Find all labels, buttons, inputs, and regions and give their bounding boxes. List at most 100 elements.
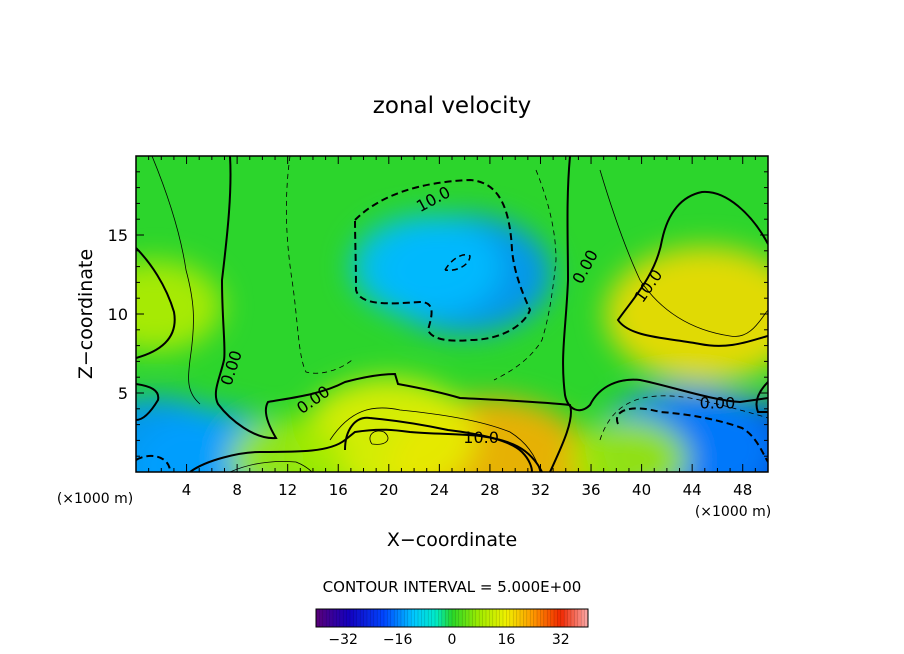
colorbar-swatch xyxy=(537,609,541,627)
colorbar-swatch xyxy=(489,609,494,627)
colorbar-swatch xyxy=(513,609,517,627)
x-tick-label: 40 xyxy=(632,481,651,499)
colorbar-swatch xyxy=(523,609,528,627)
colorbar-swatch xyxy=(329,609,334,627)
colorbar-swatch xyxy=(554,609,558,627)
colorbar-swatch xyxy=(496,609,500,627)
contour-interval-text: CONTOUR INTERVAL = 5.000E+00 xyxy=(323,578,582,596)
contour-label-text: 10.0 xyxy=(463,428,499,447)
x-unit-right: (×1000 m) xyxy=(695,504,771,520)
colorbar-swatch xyxy=(353,609,358,627)
colorbar-swatch xyxy=(479,609,483,627)
x-unit-left: (×1000 m) xyxy=(57,491,133,507)
x-tick-label: 20 xyxy=(379,481,398,499)
colorbar-swatch xyxy=(346,609,351,627)
x-tick-label: 28 xyxy=(480,481,499,499)
colorbar-swatch xyxy=(343,609,347,627)
colorbar-swatch xyxy=(360,609,364,627)
colorbar-swatch xyxy=(452,609,456,627)
contour-lines xyxy=(136,156,768,472)
colorbar-swatch xyxy=(428,609,432,627)
contour-label-5: 0.00 xyxy=(700,393,736,412)
colorbar-swatch xyxy=(520,609,524,627)
colorbar-swatch xyxy=(421,609,426,627)
colorbar-swatch xyxy=(465,609,470,627)
colorbar-tick-label: 0 xyxy=(448,632,457,648)
colorbar-swatch xyxy=(404,609,409,627)
colorbar-swatch xyxy=(557,609,562,627)
colorbar-swatch xyxy=(543,609,548,627)
colorbar-swatch xyxy=(411,609,415,627)
colorbar-swatch xyxy=(387,609,392,627)
colorbar-swatch xyxy=(530,609,534,627)
colorbar-tick-label: 32 xyxy=(552,632,570,648)
colorbar-swatch xyxy=(577,609,582,627)
colorbar-swatch xyxy=(316,609,320,627)
colorbar-swatch xyxy=(367,609,371,627)
velocity-cell-10 xyxy=(228,418,348,472)
colorbar-swatch xyxy=(560,609,565,627)
colorbar-swatch xyxy=(336,609,341,627)
colorbar-swatch xyxy=(418,609,422,627)
colorbar-swatch xyxy=(499,609,504,627)
x-tick-label: 24 xyxy=(430,481,449,499)
x-axis: 4 8 12 16 20 24 28 32 36 40 44 48 xyxy=(148,156,756,499)
colorbar-swatch xyxy=(503,609,507,627)
colorbar-swatch xyxy=(384,609,388,627)
colorbar-swatch xyxy=(509,609,514,627)
y-tick-label: 15 xyxy=(108,226,128,245)
colorbar-swatch xyxy=(356,609,361,627)
colorbar-swatch xyxy=(469,609,473,627)
colorbar-swatch xyxy=(571,609,575,627)
colorbar-swatch xyxy=(445,609,449,627)
colorbar-swatch xyxy=(455,609,460,627)
colorbar-swatch xyxy=(506,609,511,627)
colorbar-ticks: −32 −16 0 16 32 xyxy=(328,632,569,648)
x-tick-label: 16 xyxy=(329,481,348,499)
colorbar-swatch xyxy=(574,609,579,627)
colorbar-swatch xyxy=(350,609,354,627)
colorbar-tick-label: −16 xyxy=(383,632,413,648)
colorbar-swatch xyxy=(458,609,463,627)
colorbar-swatch xyxy=(486,609,490,627)
colorbar-swatch xyxy=(462,609,466,627)
colorbar-swatch xyxy=(550,609,555,627)
colorbar-swatch xyxy=(370,609,375,627)
colorbar-swatch xyxy=(431,609,436,627)
colorbar-tick-label: −32 xyxy=(328,632,358,648)
colorbar-swatch xyxy=(397,609,402,627)
x-tick-label: 4 xyxy=(182,481,192,499)
x-tick-label: 32 xyxy=(531,481,550,499)
colorbar-swatch xyxy=(584,609,589,627)
contour-label-6: 10.0 xyxy=(463,428,499,447)
colorbar-swatch xyxy=(380,609,385,627)
colorbar-swatch xyxy=(547,609,551,627)
velocity-cell-2 xyxy=(605,246,768,382)
x-tick-label: 12 xyxy=(278,481,297,499)
colorbar-swatch xyxy=(424,609,429,627)
colorbar-swatch xyxy=(492,609,497,627)
colorbar-swatch xyxy=(401,609,405,627)
x-tick-label: 48 xyxy=(733,481,752,499)
colorbar-swatch xyxy=(322,609,327,627)
velocity-cell-1 xyxy=(351,215,503,318)
x-axis-label: X−coordinate xyxy=(387,529,517,551)
colorbar-swatch xyxy=(414,609,419,627)
colorbar-swatch xyxy=(363,609,368,627)
colorbar-swatch xyxy=(564,609,568,627)
colorbar-swatch xyxy=(441,609,446,627)
colorbar-swatch xyxy=(339,609,344,627)
colorbar-swatch xyxy=(326,609,330,627)
y-tick-label: 5 xyxy=(118,384,128,403)
colorbar-swatch xyxy=(435,609,439,627)
colorbar-swatch xyxy=(526,609,531,627)
x-tick-label: 36 xyxy=(581,481,600,499)
chart-title: zonal velocity xyxy=(373,93,531,119)
x-tick-label: 8 xyxy=(232,481,242,499)
colorbar-swatch xyxy=(319,609,324,627)
x-tick-label: 44 xyxy=(683,481,702,499)
colorbar-swatch xyxy=(390,609,395,627)
colorbar-swatch xyxy=(482,609,487,627)
